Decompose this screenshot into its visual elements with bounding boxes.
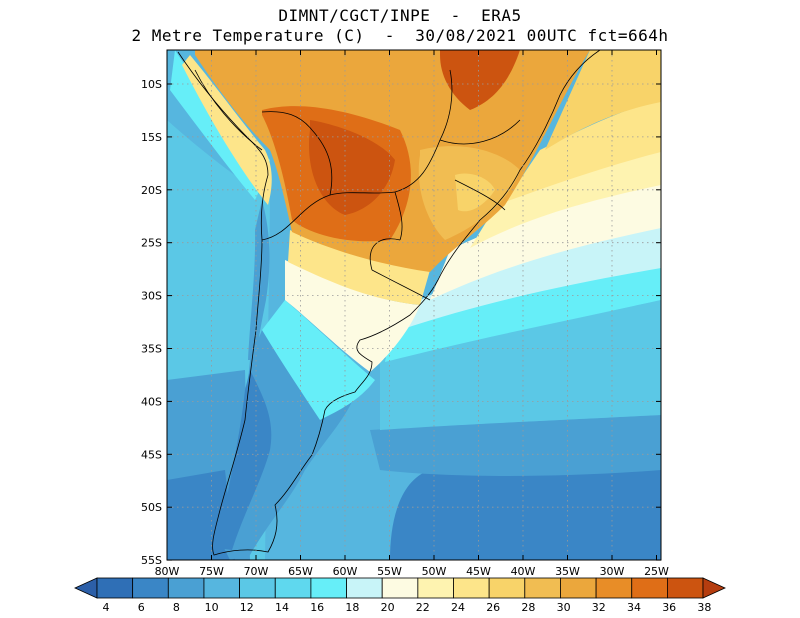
cold-ocean-band bbox=[390, 470, 661, 560]
colorbar-swatch bbox=[381, 577, 419, 599]
lon-label: 70W bbox=[244, 565, 269, 578]
lat-label: 15S bbox=[141, 131, 162, 144]
border-line bbox=[261, 111, 333, 196]
colorbar-label: 20 bbox=[381, 601, 395, 614]
colorbar-swatch bbox=[488, 577, 526, 599]
colorbar-swatch bbox=[453, 577, 490, 599]
lat-label: 45S bbox=[141, 448, 162, 461]
pacific-cold-band bbox=[167, 470, 235, 560]
colorbar-label: 30 bbox=[557, 601, 571, 614]
colorbar-label: 8 bbox=[173, 601, 180, 614]
lat-label: 20S bbox=[141, 184, 162, 197]
peru-coast-warm bbox=[182, 55, 272, 205]
colorbar-label: 24 bbox=[451, 601, 465, 614]
minas-highlands bbox=[455, 173, 495, 212]
lat-label: 35S bbox=[141, 343, 162, 356]
ocean-16-band bbox=[385, 265, 661, 362]
colorbar-label: 38 bbox=[697, 601, 711, 614]
ocean-26-band bbox=[545, 50, 661, 150]
uruguay-warm bbox=[285, 260, 420, 372]
colorbar: 4 6 8 10 12 14 16 18 20 22 24 26 28 30 32 34 36 38 bbox=[74, 577, 726, 614]
colorbar-label: 22 bbox=[416, 601, 430, 614]
lon-label: 45W bbox=[466, 565, 491, 578]
central-andes bbox=[248, 200, 270, 360]
lon-label: 35W bbox=[555, 565, 580, 578]
colorbar-label: 32 bbox=[592, 601, 606, 614]
lon-label: 50W bbox=[422, 565, 447, 578]
lon-label: 80W bbox=[155, 565, 180, 578]
colorbar-label: 12 bbox=[240, 601, 254, 614]
lon-label: 30W bbox=[600, 565, 625, 578]
lon-label: 75W bbox=[199, 565, 224, 578]
colorbar-extend-high bbox=[702, 577, 726, 599]
lon-label: 40W bbox=[511, 565, 536, 578]
longitude-labels: 80W 75W 70W 65W 60W 55W 50W 45W 40W 35W 30W 25W bbox=[155, 565, 669, 578]
colorbar-label: 16 bbox=[310, 601, 324, 614]
title-line-2: 2 Metre Temperature (C) - 30/08/2021 00U… bbox=[131, 26, 669, 45]
lat-label: 40S bbox=[141, 395, 162, 408]
lon-label: 60W bbox=[333, 565, 358, 578]
colorbar-label: 26 bbox=[486, 601, 500, 614]
temperature-field bbox=[167, 50, 661, 560]
colorbar-swatch bbox=[310, 577, 347, 599]
border-line bbox=[261, 191, 403, 241]
lat-label: 25S bbox=[141, 237, 162, 250]
colorbar-label: 14 bbox=[275, 601, 289, 614]
colorbar-label: 18 bbox=[345, 601, 359, 614]
lon-label: 25W bbox=[644, 565, 669, 578]
colorbar-swatch bbox=[96, 577, 134, 599]
border-line bbox=[370, 238, 431, 301]
colorbar-swatch bbox=[631, 577, 668, 599]
colorbar-swatch bbox=[346, 577, 383, 599]
colorbar-swatch bbox=[132, 577, 169, 599]
axis-ticks bbox=[166, 50, 661, 561]
colorbar-extend-low bbox=[74, 577, 98, 599]
colorbar-label: 36 bbox=[662, 601, 676, 614]
coastline bbox=[177, 50, 601, 556]
lat-label: 30S bbox=[141, 290, 162, 303]
ocean-18-band bbox=[400, 225, 661, 330]
nea-warm bbox=[288, 230, 430, 305]
lon-label: 55W bbox=[377, 565, 402, 578]
border-line bbox=[194, 69, 263, 151]
colorbar-label: 4 bbox=[103, 601, 110, 614]
colorbar-swatch bbox=[667, 577, 704, 599]
plot-frame bbox=[166, 49, 662, 561]
lon-label: 65W bbox=[288, 565, 313, 578]
colorbar-swatch bbox=[167, 577, 205, 599]
colorbar-swatch bbox=[203, 577, 240, 599]
gridlines bbox=[167, 50, 661, 560]
colorbar-label: 28 bbox=[521, 601, 535, 614]
colorbar-swatch bbox=[274, 577, 312, 599]
colorbar-swatch bbox=[417, 577, 454, 599]
colorbar-label: 10 bbox=[205, 601, 219, 614]
latitude-labels: 10S 15S 20S 25S 30S 35S 40S 45S 50S 55S bbox=[141, 78, 162, 567]
lat-label: 10S bbox=[141, 78, 162, 91]
colorbar-label: 6 bbox=[138, 601, 145, 614]
colorbar-swatch bbox=[239, 577, 276, 599]
ocean-22-band bbox=[470, 150, 661, 248]
border-line bbox=[439, 119, 521, 211]
colorbar-swatch bbox=[560, 577, 597, 599]
pampas-cool bbox=[262, 300, 375, 420]
ocean-14-band bbox=[380, 300, 661, 430]
southern-andes bbox=[218, 370, 272, 550]
colorbar-swatch bbox=[595, 577, 633, 599]
mid-ocean-band bbox=[370, 415, 661, 476]
hot-north bbox=[440, 50, 520, 110]
lat-label: 50S bbox=[141, 501, 162, 514]
colorbar-swatch bbox=[524, 577, 561, 599]
lat-label: 55S bbox=[141, 554, 162, 567]
title-line-1: DIMNT/CGCT/INPE - ERA5 bbox=[278, 6, 522, 25]
ocean-24-band bbox=[505, 100, 661, 202]
ocean-20-band bbox=[430, 182, 661, 300]
borders-layer bbox=[177, 50, 601, 556]
colorbar-label: 34 bbox=[627, 601, 641, 614]
